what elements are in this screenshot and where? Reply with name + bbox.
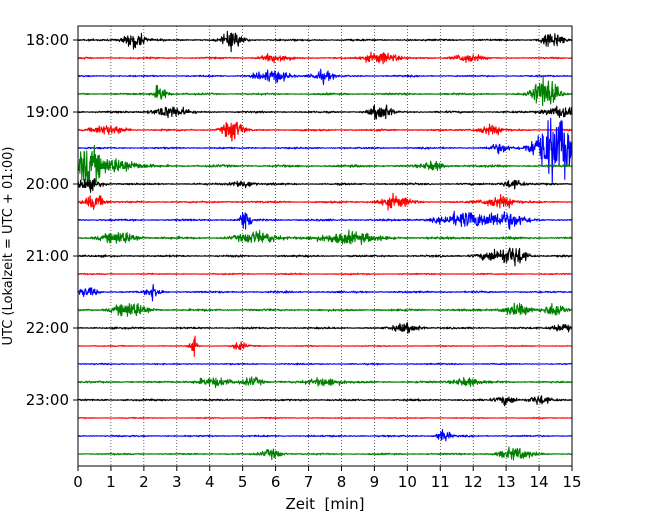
plot-frame xyxy=(77,25,573,467)
trace-line xyxy=(77,210,573,230)
trace-line xyxy=(77,117,573,183)
trace-line xyxy=(77,68,573,86)
trace-line xyxy=(77,192,573,211)
trace-line xyxy=(77,428,573,442)
trace-line xyxy=(77,272,573,276)
x-tick-label: 3 xyxy=(172,473,182,491)
trace-line xyxy=(77,395,573,407)
trace-line xyxy=(77,247,573,267)
y-ticks: 18:00 19:00 20:00 21:00 22:00 23:00 xyxy=(26,31,78,409)
y-tick-label: 23:00 xyxy=(26,391,69,409)
y-tick-label: 22:00 xyxy=(26,319,69,337)
trace-line xyxy=(77,144,573,189)
trace-line xyxy=(77,229,573,246)
trace-line xyxy=(77,416,573,420)
trace-line xyxy=(77,121,573,142)
x-tick-label: 4 xyxy=(205,473,215,491)
x-tick-label: 2 xyxy=(139,473,149,491)
x-tick-label: 13 xyxy=(497,473,516,491)
trace-line xyxy=(77,446,573,461)
x-tick-label: 5 xyxy=(238,473,248,491)
trace-line xyxy=(77,177,573,193)
y-tick-label: 20:00 xyxy=(26,175,69,193)
trace-line xyxy=(77,362,573,366)
y-tick-label: 21:00 xyxy=(26,247,69,265)
y-tick-label: 19:00 xyxy=(26,103,69,121)
trace-line xyxy=(77,30,573,53)
trace-line xyxy=(77,376,573,389)
x-tick-label: 10 xyxy=(398,473,417,491)
x-axis-label: Zeit [min] xyxy=(285,495,364,513)
y-axis-label: UTC (Lokalzeit = UTC + 01:00) xyxy=(1,147,16,346)
x-tick-label: 9 xyxy=(370,473,380,491)
x-tick-label: 1 xyxy=(106,473,116,491)
x-tick-label: 6 xyxy=(271,473,281,491)
trace-line xyxy=(77,51,573,65)
trace-line xyxy=(77,335,573,358)
trace-line xyxy=(77,322,573,335)
x-tick-label: 15 xyxy=(562,473,581,491)
x-tick-label: 14 xyxy=(530,473,549,491)
trace-line xyxy=(77,104,573,120)
y-tick-label: 18:00 xyxy=(26,31,69,49)
x-tick-label: 11 xyxy=(431,473,450,491)
x-tick-label: 0 xyxy=(73,473,83,491)
trace-line xyxy=(77,76,573,107)
trace-line xyxy=(77,302,573,317)
grid-layer xyxy=(110,26,540,466)
x-tick-label: 7 xyxy=(304,473,314,491)
x-tick-label: 8 xyxy=(337,473,347,491)
x-ticks: 0 1 2 3 4 5 6 7 8 9 10 11 12 13 14 15 xyxy=(73,466,582,491)
trace-layer xyxy=(77,30,573,461)
x-tick-label: 12 xyxy=(464,473,483,491)
trace-line xyxy=(77,284,573,302)
